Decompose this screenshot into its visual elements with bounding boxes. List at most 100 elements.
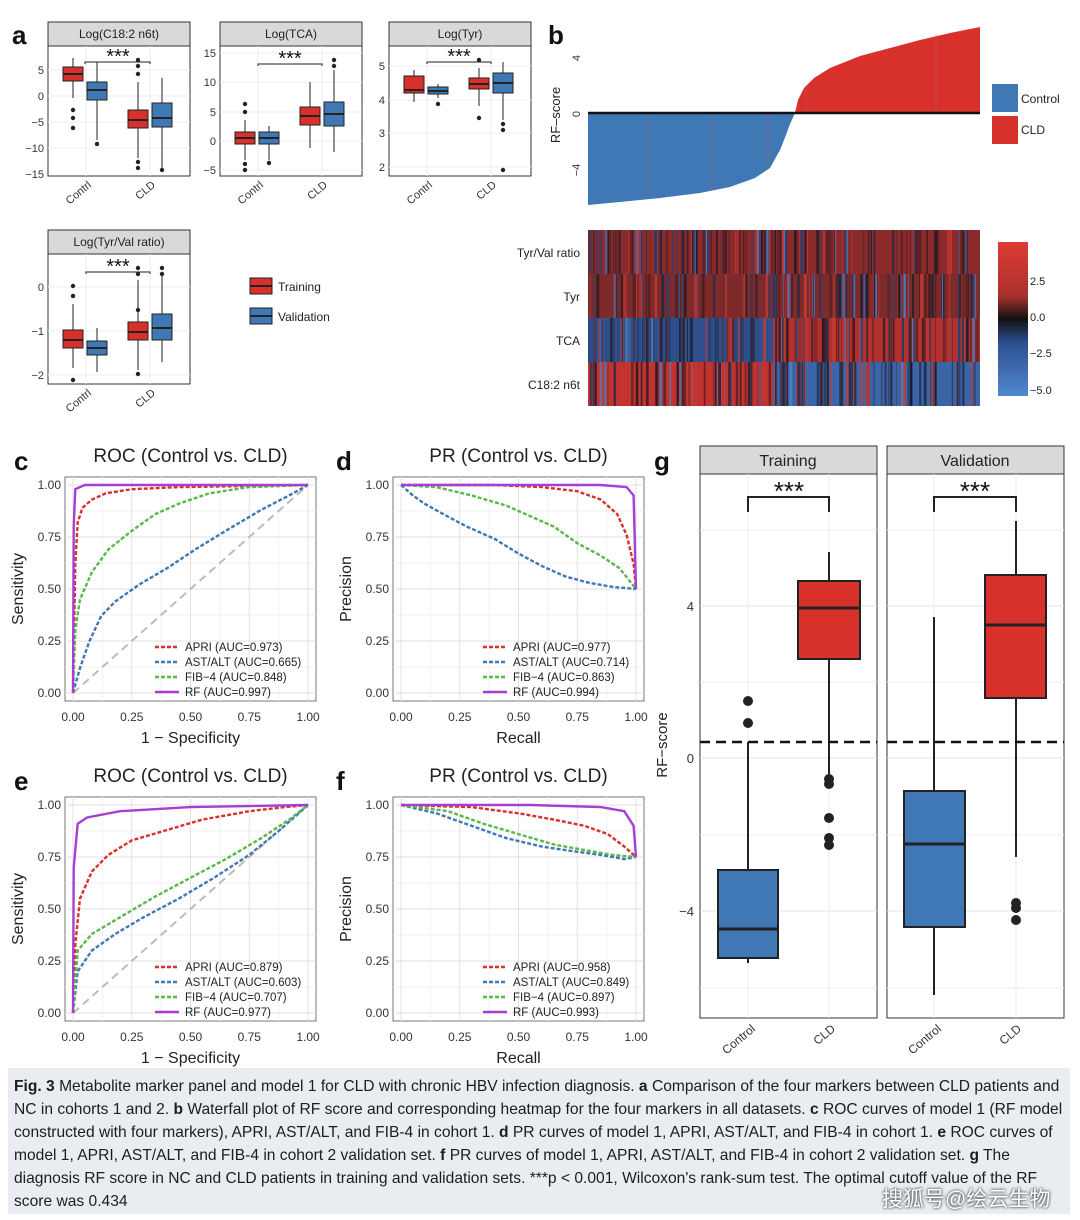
caption-g-text: The diagnosis RF score in NC and CLD pat… [14,1147,1038,1210]
y-axis-label: Precision [338,556,355,622]
y-tick: 3 [379,128,385,140]
apri-curve [71,483,309,694]
y-tick: 0.25 [38,634,62,648]
significance-stars: *** [447,46,471,68]
panel-g: Training Validation RF−score 4 0 −4 *** [654,445,1065,1057]
x-tick: 0.75 [566,710,590,724]
y-tick: 0.25 [366,634,390,648]
caption-e-label: e [937,1124,946,1141]
y-axis-label: Sensitivity [10,553,27,625]
y-tick: 0.00 [38,686,62,700]
colorbar-tick: −5.0 [1030,385,1052,397]
y-tick: 0.50 [38,902,62,916]
heatmap-row-label: Tyr [563,290,580,304]
panel-f: PR (Control vs. CLD) 0.00 0.25 0.50 0.75 1.00… [338,766,648,1067]
fib-curve [71,804,309,1014]
y-tick: 0.00 [366,1006,390,1020]
y-tick: 0.00 [38,1006,62,1020]
y-tick: 0.00 [366,686,390,700]
x-tick: 1.00 [296,1030,320,1044]
x-axis-label: 1 − Specificity [141,730,240,747]
x-tick: 0.50 [507,710,531,724]
legend-validation: Validation [278,310,330,324]
x-tick: 0.75 [238,710,262,724]
waterfall-control-area [588,113,795,205]
plot-title: ROC (Control vs. CLD) [93,766,287,787]
caption-c-text: ROC curves of model 1 (RF model construc… [14,1101,1063,1141]
heatmap [588,230,980,406]
y-tick: 0.75 [366,530,390,544]
x-tick: Contrl [405,179,435,207]
y-tick: 5 [210,107,216,119]
legend-entry: FIB−4 (AUC=0.707) [185,992,287,1004]
diagonal-reference [72,484,309,694]
caption-c-label: c [809,1101,819,1118]
legend-entry: AST/ALT (AUC=0.849) [513,977,629,989]
x-axis-label: Recall [496,1050,540,1067]
x-tick: Contrl [64,179,94,207]
caption-b-text: Waterfall plot of RF score and correspon… [183,1101,810,1118]
y-tick: 0 [38,282,44,294]
colorbar-tick: −2.5 [1030,348,1052,360]
plot-title: ROC (Control vs. CLD) [93,446,287,467]
significance-stars: *** [278,48,302,70]
caption-f-text: PR curves of model 1, APRI, AST/ALT, and… [445,1147,970,1164]
caption-text: Metabolite marker panel and model 1 for … [54,1078,639,1095]
figure-caption: Fig. 3 Metabolite marker panel and model… [14,1075,1064,1213]
legend-entry: APRI (AUC=0.977) [513,642,611,654]
caption-b-label: b [173,1101,184,1118]
x-tick: CLD [305,179,330,202]
caption-a-label: a [638,1078,648,1095]
x-tick: 0.00 [61,1030,85,1044]
boxplot-title: Log(TCA) [265,27,317,41]
y-tick: 0.75 [38,530,62,544]
x-tick: Contrl [236,179,266,207]
y-tick: 0 [687,751,694,766]
y-tick: 15 [204,48,216,60]
panel-b: RF–score 4 0 −4 Control CLD Tyr/Val rati… [517,27,1060,406]
apri-curve [400,803,637,858]
y-tick: 4 [687,599,694,614]
fib-curve [400,803,637,859]
colorbar-tick: 0.0 [1030,312,1045,324]
rf-curve [71,483,308,694]
boxplot-c18: Log(C18:2 n6t) 5 0 −5 −10 −15 *** Contrl… [25,21,191,207]
legend-entry: FIB−4 (AUC=0.848) [185,672,287,684]
y-tick: 2 [379,162,385,174]
panel-letter-f: f [336,766,345,796]
rf-curve [401,803,638,858]
y-tick: 1.00 [366,478,390,492]
y-tick: 10 [204,77,216,89]
x-tick: 0.50 [507,1030,531,1044]
y-tick: −1 [31,326,44,338]
legend-training: Training [278,280,321,294]
panel-a-legend: Training Validation [249,277,330,325]
y-tick: 1.00 [38,478,62,492]
facet-training: Training [759,453,816,470]
x-tick: Contrl [64,387,94,415]
panel-letter-g: g [654,446,670,476]
y-tick: 0 [210,136,216,148]
y-tick: 0 [38,91,44,103]
x-tick: 0.00 [61,710,85,724]
caption-g-label: g [969,1147,979,1164]
caption-f-label: f [440,1147,446,1164]
watermark: 搜狐号@绘云生物 [882,1188,1051,1211]
ast-curve [400,484,637,591]
x-tick: CLD [133,387,158,410]
y-tick: −5 [203,165,216,177]
y-tick: 0.75 [38,850,62,864]
legend-entry: APRI (AUC=0.879) [185,962,283,974]
x-tick: 0.50 [179,710,203,724]
rf-curve [401,483,638,590]
x-tick: 0.75 [566,1030,590,1044]
significance-stars: *** [774,476,804,506]
panel-a: Log(C18:2 n6t) 5 0 −5 −10 −15 *** Contrl… [25,21,532,415]
boxplot-tyr: Log(Tyr) 5 4 3 2 *** Contrl CLD [379,21,532,207]
y-tick: 1.00 [38,798,62,812]
panel-letter-a: a [12,20,27,50]
x-tick: CLD [133,179,158,202]
colorbar [998,242,1028,396]
caption-d-text: PR curves of model 1, APRI, AST/ALT, and… [508,1124,938,1141]
